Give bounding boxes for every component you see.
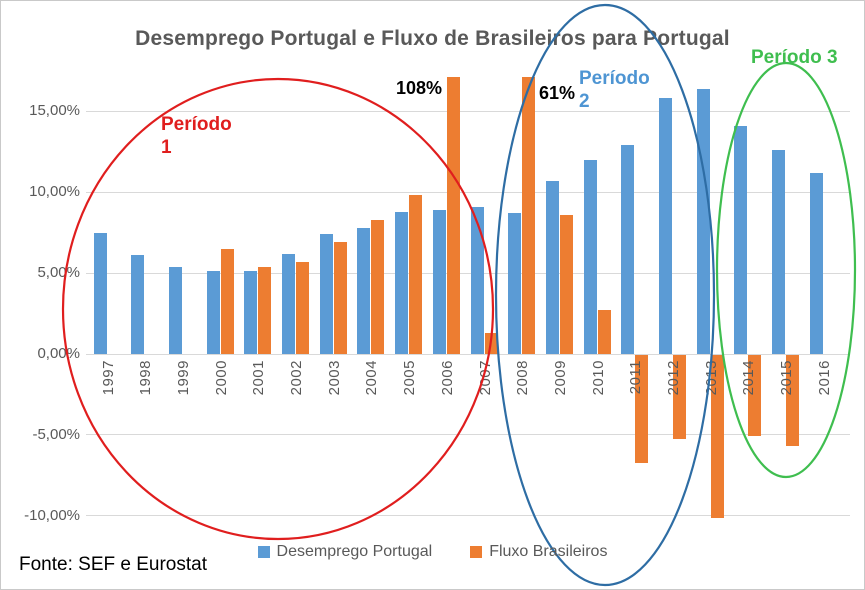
gridline bbox=[86, 434, 850, 436]
bar-desemprego-2016 bbox=[809, 172, 823, 354]
x-label-2011: 2011 bbox=[627, 360, 645, 395]
bar-desemprego-2000 bbox=[206, 271, 220, 354]
bar-desemprego-2001 bbox=[244, 271, 258, 354]
x-label-2003: 2003 bbox=[325, 360, 343, 396]
bar-fluxo-2010 bbox=[597, 310, 611, 354]
x-label-2010: 2010 bbox=[589, 360, 607, 396]
x-label-2000: 2000 bbox=[212, 360, 230, 396]
periodo1-label: Período 1 bbox=[161, 114, 232, 158]
bar-fluxo-2008 bbox=[522, 77, 536, 354]
x-label-2005: 2005 bbox=[401, 360, 419, 396]
y-tick-label: -10,00% bbox=[24, 506, 80, 524]
bar-desemprego-2002 bbox=[282, 253, 295, 354]
bar-fluxo-2001 bbox=[258, 266, 272, 354]
bar-desemprego-2004 bbox=[357, 227, 371, 354]
bar-fluxo-2005 bbox=[409, 195, 423, 354]
y-tick-label: 5,00% bbox=[37, 264, 80, 282]
bar-fluxo-2002 bbox=[296, 261, 309, 354]
bar-label-2008: 61% bbox=[539, 83, 576, 103]
chart-title: Desemprego Portugal e Fluxo de Brasileir… bbox=[135, 27, 730, 50]
bar-desemprego-2011 bbox=[621, 145, 635, 354]
x-label-1997: 1997 bbox=[99, 360, 117, 396]
x-label-1999: 1999 bbox=[174, 360, 192, 396]
x-label-2016: 2016 bbox=[815, 360, 833, 396]
bar-desemprego-2013 bbox=[696, 88, 710, 354]
y-tick-label: 15,00% bbox=[29, 102, 80, 120]
bar-fluxo-2000 bbox=[220, 248, 234, 354]
chart-legend: Desemprego Portugal Fluxo Brasileiros bbox=[1, 543, 864, 561]
x-label-2004: 2004 bbox=[363, 360, 381, 396]
x-label-2009: 2009 bbox=[551, 360, 569, 396]
periodo1-ellipse bbox=[61, 77, 495, 541]
bar-desemprego-2014 bbox=[734, 125, 748, 354]
y-tick-label: -5,00% bbox=[32, 425, 80, 443]
bar-label-2006: 108% bbox=[396, 78, 443, 98]
bar-desemprego-2003 bbox=[319, 234, 333, 354]
bar-desemprego-1998 bbox=[131, 255, 145, 354]
legend-item-desemprego: Desemprego Portugal bbox=[257, 543, 433, 561]
bar-desemprego-2008 bbox=[508, 213, 522, 354]
x-label-2012: 2012 bbox=[665, 360, 682, 396]
y-tick-label: 10,00% bbox=[29, 183, 80, 201]
legend-item-fluxo: Fluxo Brasileiros bbox=[470, 543, 607, 561]
x-label-2001: 2001 bbox=[250, 360, 268, 396]
bar-desemprego-2012 bbox=[659, 98, 672, 354]
bar-desemprego-1999 bbox=[168, 266, 182, 354]
x-label-2014: 2014 bbox=[740, 360, 758, 396]
bar-desemprego-1997 bbox=[93, 232, 107, 354]
periodo2-label: Período 2 bbox=[579, 68, 650, 112]
bar-fluxo-2004 bbox=[371, 219, 385, 354]
gridline bbox=[86, 110, 850, 112]
x-label-2008: 2008 bbox=[514, 360, 532, 396]
bar-desemprego-2010 bbox=[583, 159, 597, 354]
bar-desemprego-2005 bbox=[395, 211, 409, 354]
legend-swatch-fluxo-icon bbox=[470, 546, 483, 558]
gridline bbox=[86, 515, 850, 517]
bar-desemprego-2015 bbox=[772, 150, 786, 354]
bar-fluxo-2007 bbox=[484, 332, 498, 354]
bar-desemprego-2009 bbox=[545, 180, 559, 354]
x-label-2013: 2013 bbox=[702, 360, 720, 396]
periodo3-label: Período 3 bbox=[751, 47, 838, 68]
x-label-2002: 2002 bbox=[288, 360, 305, 396]
y-tick-label: 0,00% bbox=[37, 345, 80, 362]
x-label-2006: 2006 bbox=[438, 360, 456, 396]
bar-fluxo-2006 bbox=[446, 77, 460, 354]
legend-label-desemprego: Desemprego Portugal bbox=[276, 543, 433, 560]
bar-desemprego-2006 bbox=[432, 209, 446, 354]
bar-fluxo-2009 bbox=[559, 214, 573, 354]
x-label-1998: 1998 bbox=[137, 360, 155, 396]
x-label-2015: 2015 bbox=[778, 360, 796, 396]
legend-label-fluxo: Fluxo Brasileiros bbox=[489, 543, 608, 560]
bar-desemprego-2007 bbox=[470, 206, 484, 354]
x-label-2007: 2007 bbox=[476, 360, 494, 396]
bar-fluxo-2003 bbox=[333, 242, 347, 354]
source-note: Fonte: SEF e Eurostat bbox=[19, 554, 207, 575]
legend-swatch-desemprego-icon bbox=[257, 546, 270, 558]
